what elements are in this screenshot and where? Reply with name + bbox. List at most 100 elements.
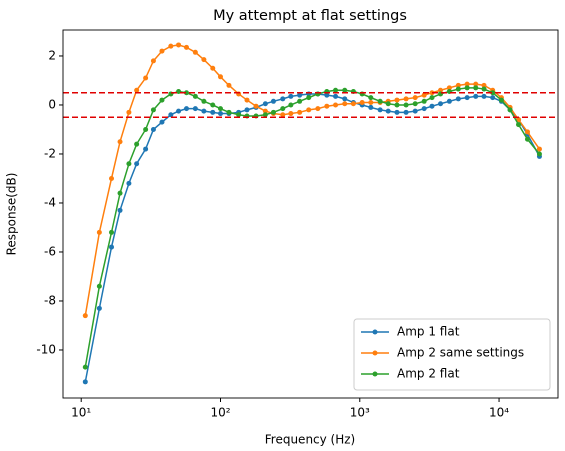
data-point bbox=[201, 108, 207, 114]
x-tick-label: 10² bbox=[210, 406, 230, 420]
data-point bbox=[324, 92, 330, 98]
data-point bbox=[217, 106, 223, 112]
data-point bbox=[288, 102, 294, 108]
data-point bbox=[385, 101, 391, 107]
data-point bbox=[446, 98, 452, 104]
data-point bbox=[262, 108, 268, 114]
data-point bbox=[109, 229, 115, 235]
data-point bbox=[201, 98, 207, 104]
data-point bbox=[507, 107, 513, 113]
series-line bbox=[84, 93, 541, 382]
data-point bbox=[394, 102, 400, 108]
legend-marker bbox=[372, 371, 378, 377]
data-point bbox=[403, 102, 409, 108]
data-point bbox=[403, 109, 409, 115]
data-point bbox=[226, 109, 232, 115]
data-point bbox=[342, 101, 348, 107]
data-point bbox=[176, 42, 182, 48]
data-point bbox=[176, 108, 182, 114]
data-point bbox=[455, 96, 461, 102]
data-point bbox=[524, 129, 530, 135]
data-point bbox=[183, 106, 189, 112]
data-point bbox=[244, 107, 250, 113]
data-point bbox=[96, 229, 102, 235]
data-point bbox=[516, 122, 522, 128]
data-point bbox=[429, 95, 435, 101]
data-point bbox=[377, 98, 383, 104]
data-point bbox=[134, 87, 140, 93]
y-tick-label: -2 bbox=[44, 146, 56, 160]
data-point bbox=[333, 102, 339, 108]
y-tick-label: -8 bbox=[44, 293, 56, 307]
data-point bbox=[134, 141, 140, 147]
data-point bbox=[490, 95, 496, 101]
data-point bbox=[280, 106, 286, 112]
data-point bbox=[524, 136, 530, 142]
data-point bbox=[244, 97, 250, 103]
data-point bbox=[168, 43, 174, 49]
data-point bbox=[377, 107, 383, 113]
data-point bbox=[117, 190, 123, 196]
data-point bbox=[333, 87, 339, 93]
data-point bbox=[82, 364, 88, 370]
data-point bbox=[150, 126, 156, 132]
data-point bbox=[368, 100, 374, 106]
data-point bbox=[159, 119, 165, 125]
data-point bbox=[455, 86, 461, 92]
data-point bbox=[280, 96, 286, 102]
data-point bbox=[150, 58, 156, 64]
data-point bbox=[134, 161, 140, 167]
legend-label: Amp 1 flat bbox=[397, 325, 460, 339]
data-point bbox=[481, 93, 487, 99]
data-point bbox=[306, 107, 312, 113]
series-line bbox=[84, 87, 541, 368]
data-point bbox=[126, 180, 132, 186]
data-point bbox=[481, 82, 487, 88]
legend-marker bbox=[372, 329, 378, 335]
data-point bbox=[143, 146, 149, 152]
data-point bbox=[297, 98, 303, 104]
data-point bbox=[333, 93, 339, 99]
y-tick-label: -10 bbox=[36, 342, 56, 356]
data-point bbox=[297, 92, 303, 98]
y-tick-label: -6 bbox=[44, 244, 56, 258]
data-point bbox=[126, 109, 132, 115]
legend-label: Amp 2 same settings bbox=[397, 346, 524, 360]
data-point bbox=[403, 96, 409, 102]
data-point bbox=[82, 313, 88, 319]
data-point bbox=[117, 207, 123, 213]
data-point bbox=[306, 95, 312, 101]
y-axis-label: Response(dB) bbox=[5, 173, 19, 256]
data-point bbox=[288, 93, 294, 99]
plot-frame bbox=[62, 29, 559, 399]
data-point bbox=[217, 111, 223, 117]
data-point bbox=[473, 81, 479, 87]
data-point bbox=[126, 161, 132, 167]
data-point bbox=[464, 81, 470, 87]
data-point bbox=[359, 100, 365, 106]
data-point bbox=[280, 112, 286, 118]
data-point bbox=[297, 109, 303, 115]
data-point bbox=[421, 92, 427, 98]
legend-box bbox=[353, 318, 551, 391]
data-point bbox=[481, 86, 487, 92]
data-point bbox=[385, 108, 391, 114]
data-point bbox=[143, 126, 149, 132]
data-point bbox=[143, 75, 149, 81]
data-point bbox=[342, 87, 348, 93]
legend-label: Amp 2 flat bbox=[397, 367, 460, 381]
data-point bbox=[150, 107, 156, 113]
data-point bbox=[262, 101, 268, 107]
data-point bbox=[210, 109, 216, 115]
data-point bbox=[421, 98, 427, 104]
data-point bbox=[159, 97, 165, 103]
data-point bbox=[412, 108, 418, 114]
data-point bbox=[270, 98, 276, 104]
data-point bbox=[168, 112, 174, 118]
data-point bbox=[368, 95, 374, 101]
data-point bbox=[412, 101, 418, 107]
y-tick-label: 2 bbox=[48, 48, 56, 62]
data-point bbox=[412, 95, 418, 101]
data-point bbox=[262, 112, 268, 118]
